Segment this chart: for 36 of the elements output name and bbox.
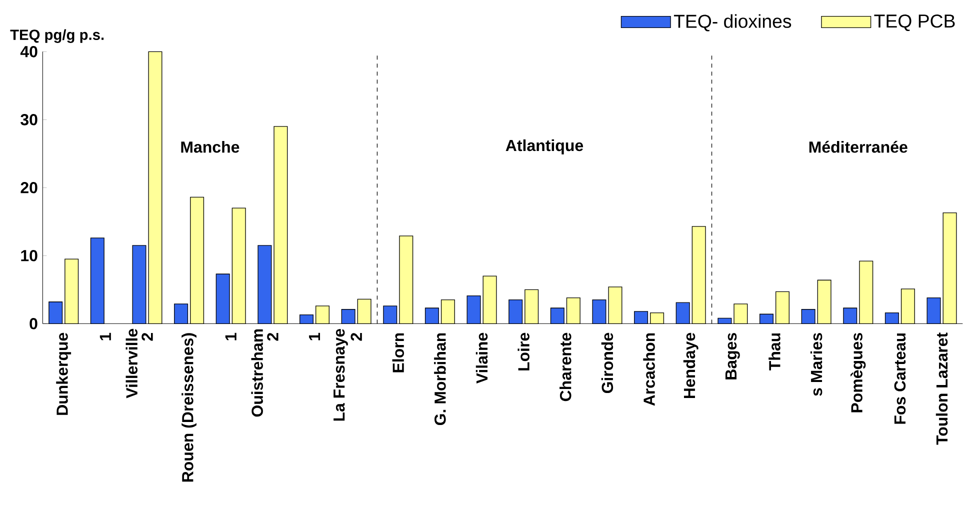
x-tick-label: Loire xyxy=(518,332,530,370)
x-tick-label: Pomègues xyxy=(850,333,866,412)
text: La Fresnaye xyxy=(334,328,348,421)
y-tick-label: 10 xyxy=(21,250,38,262)
x-tick-label: Elorn xyxy=(392,333,404,372)
y-tick-label: 20 xyxy=(20,182,38,194)
legend-label: TEQ PCB xyxy=(874,14,955,32)
x-tick-label: 2 xyxy=(267,333,278,341)
y-tick-label: 40 xyxy=(20,46,38,58)
y-tick-label: 30 xyxy=(20,114,38,126)
x-tick-label: 1 xyxy=(100,332,111,340)
x-tick-label: 1 xyxy=(309,332,320,340)
text: Ouistreham xyxy=(251,329,263,417)
x-tick-label: Rouen (Dreissenes) xyxy=(182,333,196,482)
x-tick-label: Arcachon xyxy=(643,333,655,406)
x-tick-label: Dunkerque xyxy=(56,332,72,415)
x-tick-label: Hendaye xyxy=(683,332,698,398)
x-tick-label: s Maries xyxy=(810,333,822,396)
x-tick-label: 2 xyxy=(350,333,362,341)
text: Villerville xyxy=(126,328,138,398)
x-tick-label: Charente xyxy=(560,332,572,402)
x-tick-label: 2 xyxy=(142,333,153,341)
legend-label: TEQ- dioxines xyxy=(674,14,792,32)
x-tick-label: Toulon Lazaret xyxy=(936,332,948,445)
annotation: Atlantique xyxy=(506,139,584,154)
x-tick-label: 1 xyxy=(225,332,236,340)
x-tick-label: Thau xyxy=(768,333,780,370)
x-tick-label: G. Morbihan xyxy=(434,333,446,426)
y-tick-label: 0 xyxy=(30,318,38,330)
x-tick-label: Bages xyxy=(725,333,740,380)
x-tick-label: Gironde xyxy=(601,332,614,394)
x-tick-label: Fos Carteau xyxy=(894,333,906,424)
y-axis-title: TEQ pg/g p.s. xyxy=(10,29,104,43)
annotation: Manche xyxy=(181,140,240,153)
x-tick-label: Vilaine xyxy=(476,332,488,384)
annotation: Méditerranée xyxy=(809,140,908,153)
